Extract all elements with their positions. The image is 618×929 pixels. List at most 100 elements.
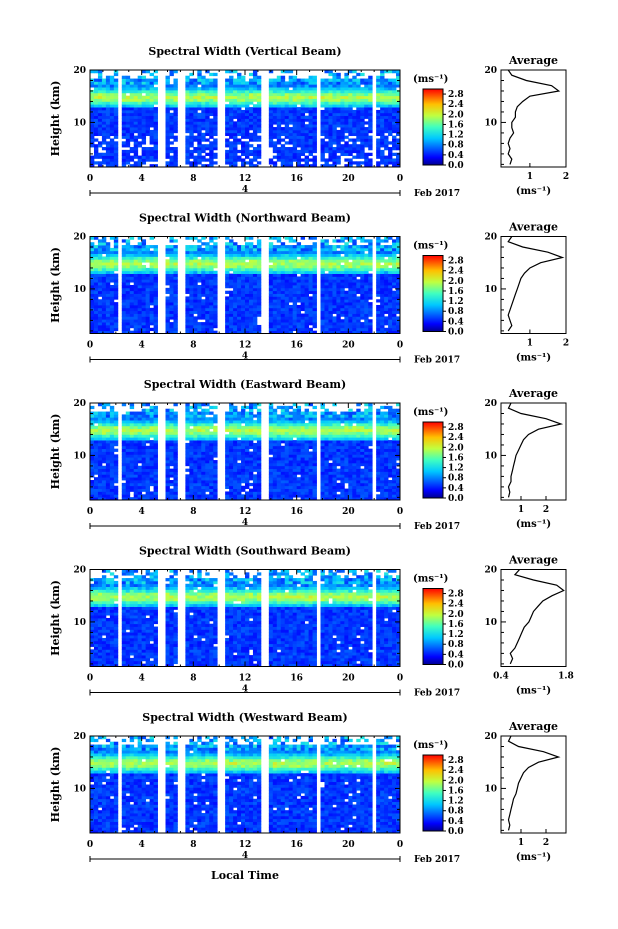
y-axis-label: Height (km) — [49, 414, 62, 490]
average-y-tick-label: 10 — [484, 451, 497, 461]
colorbar-tick-label: 1.2 — [448, 297, 464, 307]
x-axis: 0 4 8 12 16 20 0 — [87, 236, 403, 351]
date-label: Feb 2017 — [414, 522, 460, 532]
y-axis-label: Height (km) — [49, 580, 62, 656]
average-x-tick-label: 2 — [543, 505, 549, 515]
x-tick-label: 16 — [290, 341, 303, 351]
average-x-label: (ms⁻¹) — [516, 686, 551, 697]
date-label: Feb 2017 — [414, 189, 460, 199]
x-axis: 0 4 8 12 16 20 0 — [87, 569, 403, 684]
panel-1: Spectral Width (Northward Beam)1020Heigh… — [49, 212, 569, 366]
y-tick-label: 20 — [73, 399, 86, 409]
y-tick-label: 20 — [73, 566, 86, 576]
x-tick-label: 4 — [139, 674, 145, 684]
date-label: Feb 2017 — [414, 689, 460, 699]
date-label: Feb 2017 — [414, 356, 460, 366]
x-tick-label: 0 — [397, 840, 403, 850]
colorbar-tick-label: 0.8 — [448, 807, 464, 817]
average-x-tick-label: 2 — [563, 172, 569, 182]
average-title: Average — [508, 387, 558, 400]
average-x-label: (ms⁻¹) — [516, 852, 551, 863]
average-title: Average — [508, 54, 558, 67]
colorbar: (ms⁻¹) 0.00.40.81.21.62.02.42.8 — [413, 574, 464, 671]
x-tick-label: 8 — [190, 840, 196, 850]
x-tick-label: 0 — [87, 341, 93, 351]
y-axis: 10 20 — [73, 66, 400, 165]
x-tick-label: 20 — [342, 840, 355, 850]
average-title: Average — [508, 720, 558, 733]
y-tick-label: 20 — [73, 732, 86, 742]
x-tick-label: 12 — [239, 174, 252, 184]
colorbar-tick-label: 2.4 — [448, 433, 464, 443]
y-tick-label: 10 — [73, 118, 86, 128]
x-tick-label: 4 — [139, 840, 145, 850]
average-panel: Average 10 20 1 2 (ms⁻¹) — [484, 387, 567, 530]
colorbar-gradient — [422, 588, 444, 665]
average-y-tick-label: 10 — [484, 118, 497, 128]
colorbar-tick-label: 2.4 — [448, 766, 464, 776]
x-tick-label: 0 — [397, 174, 403, 184]
panel-title: Spectral Width (Northward Beam) — [139, 212, 351, 225]
average-x-tick-label: 0.4 — [493, 672, 509, 682]
y-tick-label: 10 — [73, 784, 86, 794]
average-frame — [500, 569, 567, 667]
colorbar-tick-label: 0.4 — [448, 650, 464, 660]
heatmap-cells — [90, 236, 401, 334]
x-tick-label: 8 — [190, 674, 196, 684]
colorbar-unit: (ms⁻¹) — [413, 407, 448, 418]
average-panel: Average 10 20 1 2 (ms⁻¹) — [484, 720, 567, 863]
colorbar-tick-label: 2.8 — [448, 756, 464, 766]
colorbar-tick-label: 2.8 — [448, 590, 464, 600]
colorbar-gradient — [422, 88, 444, 166]
colorbar-tick-label: 2.8 — [448, 90, 464, 100]
x-tick-label: 20 — [342, 341, 355, 351]
average-y-tick-label: 20 — [484, 732, 497, 742]
panel-3: Spectral Width (Southward Beam) 10 20 Heigh… — [49, 545, 574, 699]
colorbar-tick-label: 0.0 — [448, 661, 464, 671]
colorbar-tick-label: 0.8 — [448, 640, 464, 650]
average-panel: Average 10 20 1 2 (ms⁻¹) — [484, 221, 569, 364]
average-line — [507, 69, 561, 165]
x-axis: 0 4 8 12 16 20 0 — [87, 736, 403, 850]
x-tick-label: 0 — [397, 674, 403, 684]
colorbar-gradient — [422, 754, 444, 832]
heatmap-cells — [90, 736, 401, 834]
average-y-tick-label: 10 — [484, 784, 497, 794]
heatmap-cells — [90, 403, 401, 501]
colorbar-tick-label: 0.4 — [448, 817, 464, 827]
panel-title: Spectral Width (Vertical Beam) — [148, 45, 341, 58]
colorbar-tick-label: 1.6 — [448, 786, 464, 796]
y-axis-label: Height (km) — [49, 247, 62, 323]
x-tick-label: 4 — [139, 507, 145, 517]
average-title: Average — [508, 554, 558, 567]
day-label: 4 — [242, 185, 248, 195]
average-x-tick-label: 1 — [518, 505, 524, 515]
x-tick-label: 0 — [87, 174, 93, 184]
colorbar-tick-label: 1.6 — [448, 120, 464, 130]
colorbar-tick-label: 2.4 — [448, 267, 464, 277]
colorbar-unit: (ms⁻¹) — [413, 574, 448, 585]
average-frame — [500, 236, 567, 334]
day-label: 4 — [242, 685, 248, 695]
colorbar-tick-label: 1.2 — [448, 131, 464, 141]
x-tick-label: 12 — [239, 507, 252, 517]
y-axis-label: Height (km) — [49, 747, 62, 823]
average-x-label: (ms⁻¹) — [516, 353, 551, 364]
average-frame — [500, 402, 567, 501]
x-tick-label: 4 — [139, 341, 145, 351]
day-label: 4 — [242, 851, 248, 861]
average-title: Average — [508, 221, 558, 234]
average-x-tick-label: 1 — [527, 172, 533, 182]
colorbar-tick-label: 2.4 — [448, 100, 464, 110]
colorbar: (ms⁻¹) 0.00.40.81.21.62.02.42.8 — [413, 74, 464, 171]
day-label: 4 — [242, 352, 248, 362]
colorbar-unit: (ms⁻¹) — [413, 740, 448, 751]
heatmap-cells — [90, 70, 401, 168]
colorbar-unit: (ms⁻¹) — [413, 74, 448, 85]
average-y-tick-label: 20 — [484, 566, 497, 576]
x-tick-label: 12 — [239, 341, 252, 351]
average-y-tick-label: 10 — [484, 618, 497, 628]
y-tick-label: 10 — [73, 451, 86, 461]
x-tick-label: 0 — [87, 507, 93, 517]
